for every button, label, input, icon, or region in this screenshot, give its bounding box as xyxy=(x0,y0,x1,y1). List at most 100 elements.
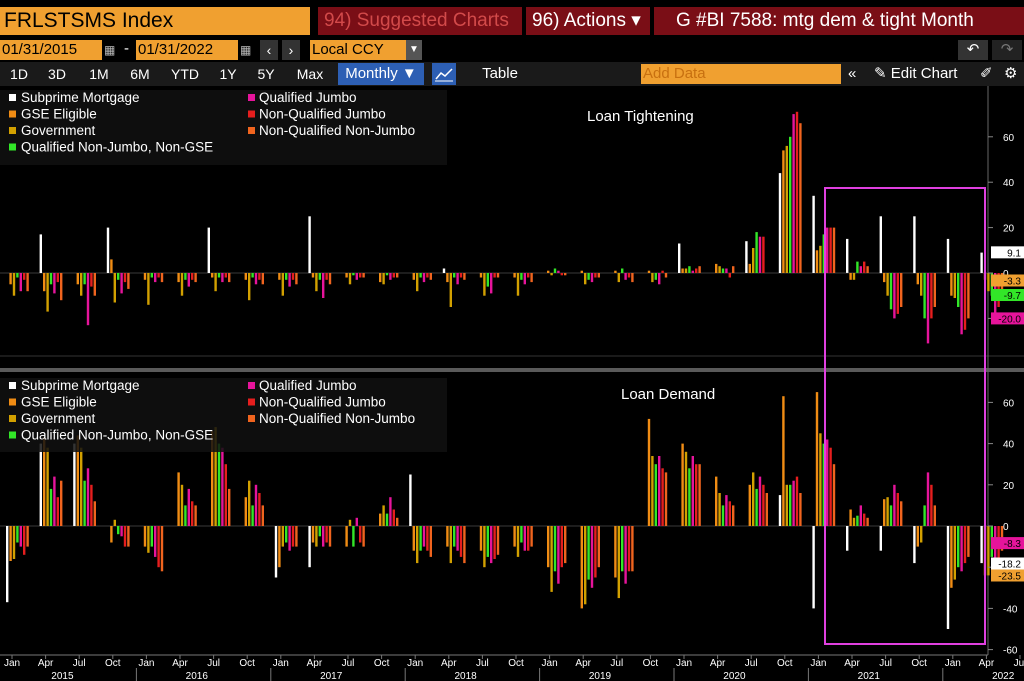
edit-chart-label: Edit Chart xyxy=(890,65,958,82)
bar-subprime xyxy=(946,526,950,629)
double-chevron-left-icon[interactable]: « xyxy=(848,65,857,82)
last-value-label: 9.1 xyxy=(1007,248,1021,259)
bar-qualified-jumbo xyxy=(254,273,258,285)
bar-nonq-jumbo xyxy=(795,111,799,273)
ticker-field[interactable]: FRLSTSMS Index xyxy=(0,7,310,35)
bar-government xyxy=(584,273,587,285)
bar-nonq-jumbo xyxy=(896,273,899,314)
bar-nonq-jumbo xyxy=(224,464,227,526)
chevron-down-icon[interactable]: ▼ xyxy=(406,40,422,60)
range-1d[interactable]: 1D xyxy=(10,66,28,82)
add-data-input[interactable]: Add Data xyxy=(641,64,841,84)
bar-gse-eligible xyxy=(782,396,785,526)
x-month-label: Apr xyxy=(710,658,726,669)
bar-qualified-nongse xyxy=(83,480,86,526)
currency-select[interactable]: Local CCY xyxy=(310,40,422,60)
legend-swatch xyxy=(9,110,16,118)
legend-swatch xyxy=(248,127,255,134)
bar-gse-eligible xyxy=(43,437,46,526)
bar-qualified-jumbo xyxy=(490,526,493,564)
bar-nonq-jumbo xyxy=(863,261,866,273)
bar-gse-eligible xyxy=(278,273,281,280)
bar-nonq-jumbo xyxy=(930,484,933,526)
range-1y[interactable]: 1Y xyxy=(219,66,237,82)
suggested-charts-button[interactable]: 94) Suggested Charts xyxy=(318,7,522,35)
bar-nonq-jumbo xyxy=(527,273,530,278)
bar-gse-eligible xyxy=(244,497,247,526)
bar-qualified-nongse xyxy=(486,273,489,287)
calendar-icon[interactable]: ▦ xyxy=(104,43,116,57)
bar-qualified-jumbo xyxy=(859,266,862,273)
y-tick-label: 20 xyxy=(1003,481,1015,492)
table-button[interactable]: Table xyxy=(482,65,518,82)
bar-qualified-nongse xyxy=(184,273,187,280)
bar-subprime xyxy=(106,227,110,273)
range-3d[interactable]: 3D xyxy=(48,66,66,82)
bar-qualified-nongse xyxy=(755,232,758,273)
last-value-badge xyxy=(991,312,1024,325)
chevron-right-icon[interactable]: › xyxy=(282,40,300,60)
bar-qualified-nongse xyxy=(117,526,120,535)
edit-icon[interactable]: ✐ xyxy=(980,65,993,82)
bar-gse-eligible xyxy=(513,526,516,547)
bar-nonq-nonjumbo xyxy=(900,273,903,307)
x-month-label: Jan xyxy=(407,658,423,669)
gear-icon[interactable]: ⚙ xyxy=(1004,65,1018,82)
bar-nonq-nonjumbo xyxy=(597,526,600,568)
range-1m[interactable]: 1M xyxy=(89,66,109,82)
bar-nonq-jumbo xyxy=(627,526,631,572)
bar-qualified-jumbo xyxy=(691,270,694,273)
bar-qualified-nongse xyxy=(789,136,792,273)
line-chart-icon[interactable] xyxy=(432,63,456,85)
range-6m[interactable]: 6M xyxy=(130,66,150,82)
chart-title[interactable]: G #BI 7588: mtg dem & tight Month xyxy=(654,7,1024,35)
bar-nonq-nonjumbo xyxy=(463,273,466,280)
chevron-left-icon[interactable]: ‹ xyxy=(260,40,278,60)
edit-chart-button[interactable]: ✎ Edit Chart xyxy=(874,65,958,82)
x-axis: Jan Apr Jul Oct Jan Apr Jul Oct Jan Apr Jul Oct Jan A… xyxy=(0,654,1024,681)
last-value-label: -23.5 xyxy=(998,571,1021,582)
bar-nonq-nonjumbo xyxy=(832,464,836,526)
bar-nonq-jumbo xyxy=(56,273,59,283)
bar-qualified-jumbo xyxy=(355,517,358,526)
end-date-input[interactable]: 01/31/2022 xyxy=(136,40,238,60)
range-5y[interactable]: 5Y xyxy=(257,66,275,82)
start-date-input[interactable]: 01/31/2015 xyxy=(0,40,102,60)
bar-government xyxy=(80,273,83,296)
bar-nonq-jumbo xyxy=(258,493,261,526)
range-ytd[interactable]: YTD xyxy=(171,66,199,82)
bar-nonq-nonjumbo xyxy=(765,493,768,526)
bar-qualified-jumbo xyxy=(590,526,594,588)
bar-qualified-jumbo xyxy=(288,526,291,551)
legend-box xyxy=(0,378,447,452)
x-month-label: Jan xyxy=(676,658,692,669)
bar-qualified-jumbo xyxy=(187,488,190,526)
undo-icon[interactable]: ↶ xyxy=(958,40,988,60)
date-separator: - xyxy=(124,40,129,57)
calendar-icon[interactable]: ▦ xyxy=(240,43,252,57)
bar-nonq-nonjumbo xyxy=(127,273,130,289)
bar-qualified-nongse xyxy=(419,526,422,551)
actions-menu-button[interactable]: 96) Actions ▾ xyxy=(526,7,650,35)
bar-qualified-jumbo xyxy=(758,236,762,273)
bar-subprime xyxy=(207,227,210,273)
redo-icon[interactable]: ↷ xyxy=(992,40,1022,60)
bar-nonq-nonjumbo xyxy=(328,526,332,547)
bar-nonq-jumbo xyxy=(661,270,664,273)
range-max[interactable]: Max xyxy=(296,66,324,82)
bar-qualified-nongse xyxy=(251,505,254,526)
frequency-select[interactable]: Monthly ▼ xyxy=(338,63,424,85)
bar-subprime xyxy=(913,216,916,274)
bar-qualified-nongse xyxy=(520,273,523,280)
bar-nonq-jumbo xyxy=(627,273,631,278)
bar-nonq-jumbo xyxy=(325,526,328,543)
bar-gse-eligible xyxy=(278,526,281,568)
bar-gse-eligible xyxy=(211,273,214,278)
bar-subprime xyxy=(879,526,882,551)
x-month-label: Jul xyxy=(745,658,758,669)
bar-qualified-jumbo xyxy=(254,484,258,526)
bar-gse-eligible xyxy=(177,472,180,526)
bar-nonq-jumbo xyxy=(426,273,429,278)
bar-qualified-nongse xyxy=(285,526,288,543)
